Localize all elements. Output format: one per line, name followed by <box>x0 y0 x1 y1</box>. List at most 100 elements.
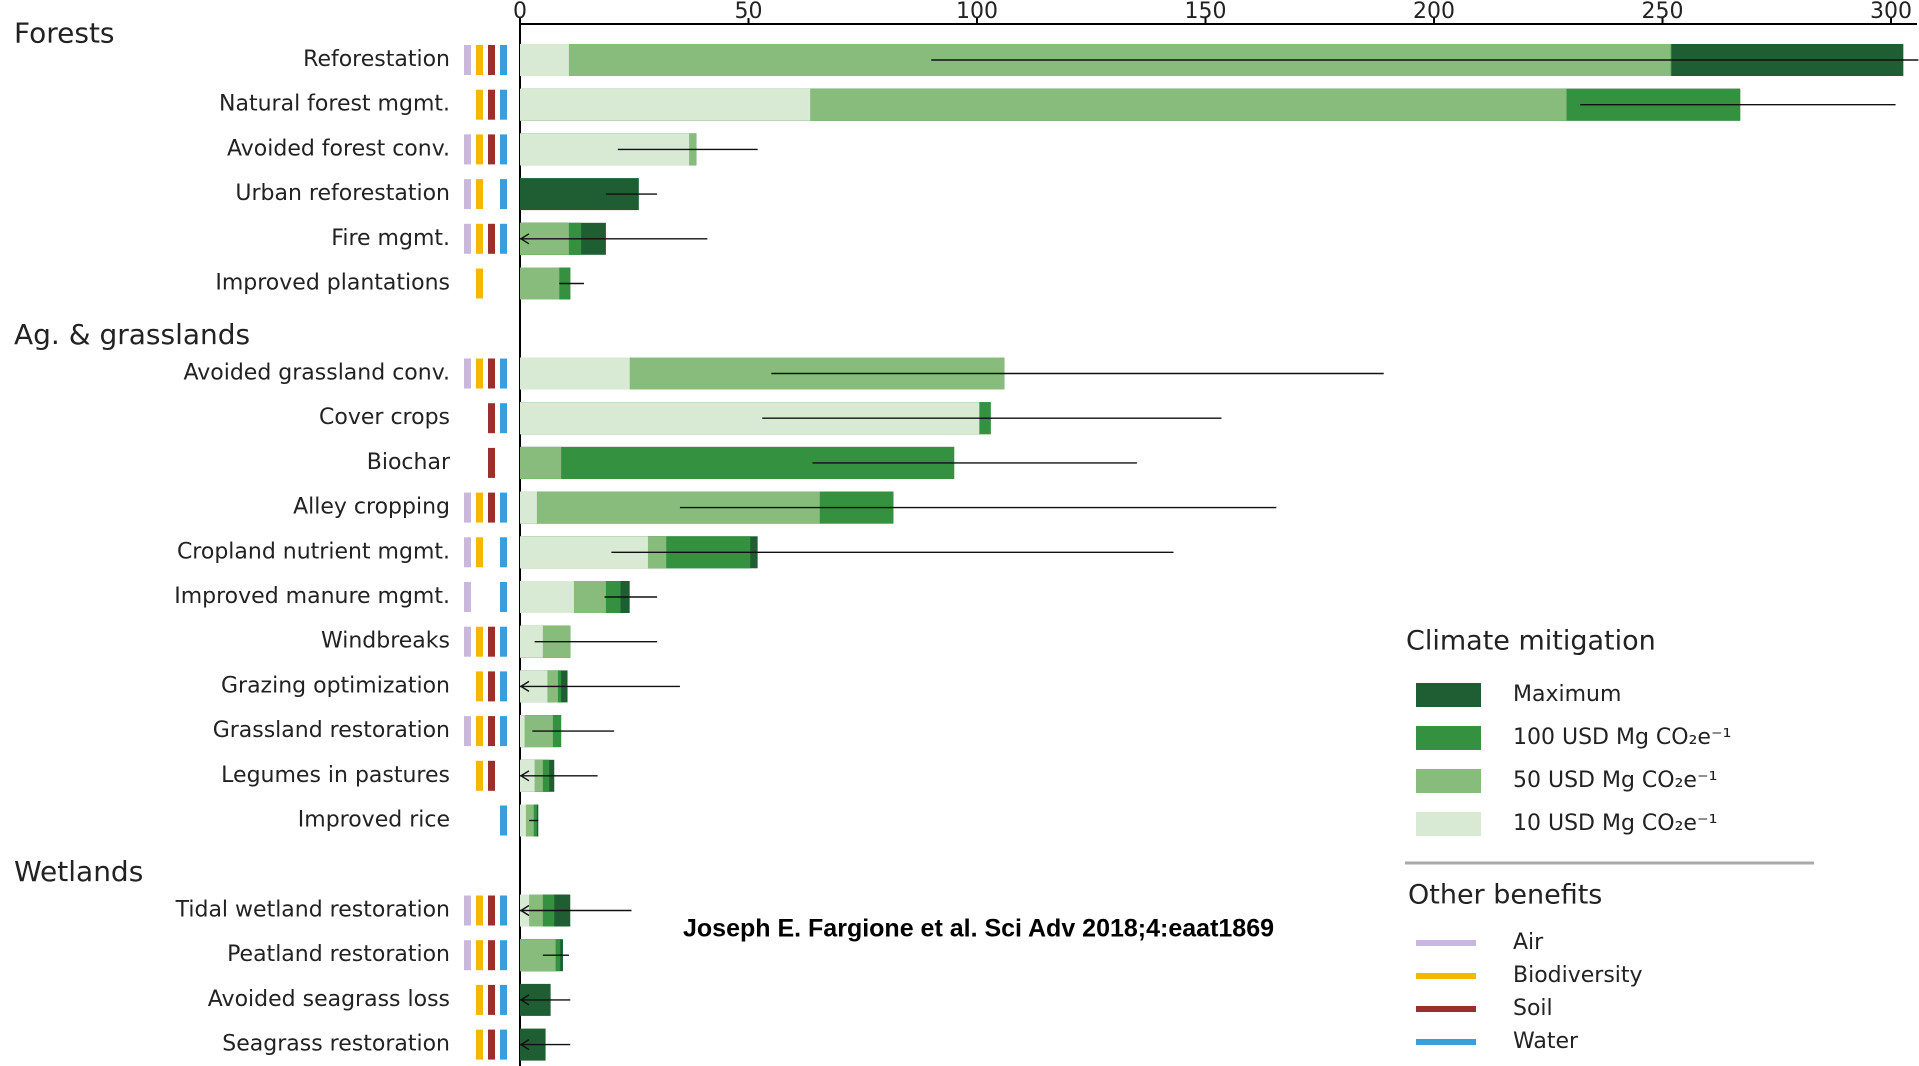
x-tick-label: 100 <box>956 0 998 24</box>
benefit-mark <box>476 626 483 657</box>
error-arrow <box>519 770 530 782</box>
category-label: Alley cropping <box>293 495 450 520</box>
legend-label: Maximum <box>1513 682 1621 707</box>
benefit-mark <box>464 179 471 210</box>
group-header: Forests <box>14 17 115 50</box>
category-label: Avoided forest conv. <box>227 136 450 161</box>
benefit-mark <box>488 716 495 747</box>
bar <box>520 357 630 390</box>
benefit-mark <box>500 45 507 75</box>
benefit-mark <box>500 89 507 120</box>
category-label: Urban reforestation <box>235 181 450 206</box>
benefit-mark <box>500 179 507 210</box>
category-label: Avoided grassland conv. <box>183 361 450 386</box>
benefit-mark <box>488 984 495 1015</box>
benefit-mark <box>488 447 495 478</box>
x-tick-label: 150 <box>1185 0 1227 24</box>
benefit-mark <box>464 582 471 612</box>
category-label: Improved plantations <box>215 271 450 296</box>
benefit-mark <box>488 45 495 75</box>
bar <box>520 44 569 76</box>
bar <box>520 625 543 658</box>
category-label: Peatland restoration <box>227 942 450 967</box>
category-label: Reforestation <box>303 47 450 72</box>
benefit-mark <box>464 223 471 254</box>
benefit-mark <box>476 492 483 523</box>
benefit-mark <box>476 179 483 210</box>
benefit-mark <box>500 895 507 926</box>
benefit-mark <box>464 45 471 75</box>
benefit-mark <box>500 805 507 836</box>
benefit-mark <box>476 89 483 120</box>
benefit-mark <box>488 358 495 389</box>
legend-label: Air <box>1513 930 1544 955</box>
benefit-mark <box>488 895 495 926</box>
benefit-mark <box>464 492 471 523</box>
category-label: Biochar <box>367 450 451 475</box>
benefit-mark <box>500 1029 507 1060</box>
category-label: Grassland restoration <box>213 718 450 743</box>
bar <box>520 715 525 748</box>
benefit-mark <box>464 134 471 165</box>
benefit-mark <box>476 537 483 568</box>
benefit-mark <box>476 940 483 971</box>
benefit-mark <box>500 403 507 434</box>
legend-label: Soil <box>1513 996 1553 1021</box>
legend-label: 10 USD Mg CO₂e⁻¹ <box>1513 811 1717 836</box>
benefit-mark <box>476 760 483 791</box>
benefit-mark <box>500 671 507 702</box>
error-arrow <box>519 904 530 917</box>
benefit-mark <box>488 492 495 523</box>
benefit-mark <box>488 940 495 971</box>
benefit-mark <box>500 626 507 657</box>
benefit-mark <box>488 223 495 254</box>
benefit-mark <box>476 671 483 702</box>
category-label: Improved rice <box>298 808 450 833</box>
bar <box>520 446 562 479</box>
x-tick-label: 50 <box>735 0 763 24</box>
benefit-mark <box>488 134 495 165</box>
category-label: Seagrass restoration <box>222 1032 450 1057</box>
x-tick-label: 300 <box>1870 0 1912 24</box>
x-tick-label: 0 <box>513 0 527 24</box>
benefit-mark <box>476 984 483 1015</box>
benefit-mark <box>464 626 471 657</box>
legend-swatch <box>1416 812 1481 836</box>
category-label: Grazing optimization <box>221 673 450 698</box>
benefit-mark <box>488 89 495 120</box>
bar <box>520 581 574 613</box>
benefit-mark <box>476 223 483 254</box>
benefit-mark <box>500 940 507 971</box>
benefit-mark <box>488 760 495 791</box>
benefit-mark <box>488 1029 495 1060</box>
category-label: Cover crops <box>319 405 450 430</box>
bar <box>520 88 811 121</box>
benefit-mark <box>476 895 483 926</box>
legend-label: Water <box>1513 1029 1579 1054</box>
category-label: Windbreaks <box>321 629 450 654</box>
bar <box>520 491 537 524</box>
benefit-mark <box>500 134 507 165</box>
benefit-mark <box>500 223 507 254</box>
benefit-mark <box>500 358 507 389</box>
benefit-mark <box>500 984 507 1015</box>
benefit-mark <box>488 403 495 434</box>
legend-swatch <box>1416 769 1481 793</box>
group-header: Ag. & grasslands <box>14 318 250 351</box>
bar <box>520 267 560 300</box>
benefit-mark <box>464 895 471 926</box>
benefits-title: Other benefits <box>1408 880 1602 911</box>
legend-label: 100 USD Mg CO₂e⁻¹ <box>1513 725 1731 750</box>
legend-label: 50 USD Mg CO₂e⁻¹ <box>1513 768 1717 793</box>
legend-label: Biodiversity <box>1513 963 1643 988</box>
benefit-mark <box>500 537 507 568</box>
benefit-mark <box>488 671 495 702</box>
benefit-mark <box>464 940 471 971</box>
error-arrow <box>519 994 530 1006</box>
category-label: Tidal wetland restoration <box>175 898 450 923</box>
benefit-mark <box>476 134 483 165</box>
legend-swatch <box>1416 683 1481 707</box>
benefit-mark <box>500 716 507 747</box>
citation: Joseph E. Fargione et al. Sci Adv 2018;4… <box>683 915 1274 943</box>
